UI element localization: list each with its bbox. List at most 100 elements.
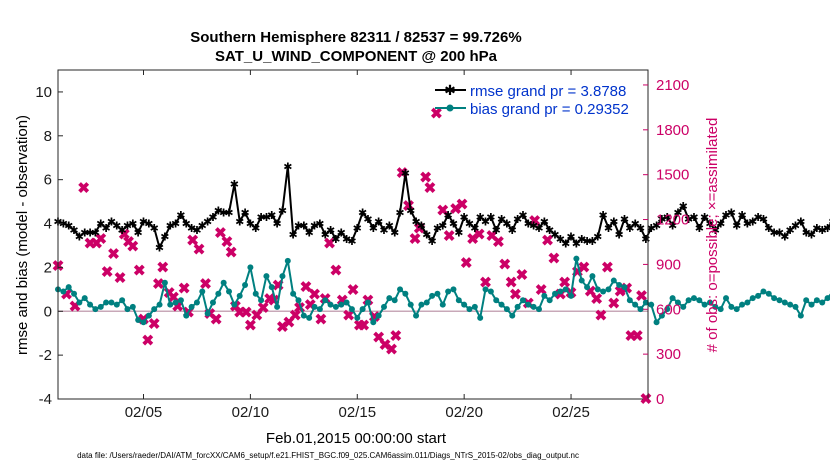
x-axis-label: Feb.01,2015 00:00:00 start — [266, 430, 447, 447]
bias-point — [124, 306, 130, 312]
y-axis-label-left: rmse and bias (model - observation) — [14, 115, 31, 355]
bias-point — [66, 284, 72, 290]
bias-point — [440, 302, 446, 308]
y-tick-label-right: 1800 — [656, 122, 689, 139]
rmse-point: ✱ — [492, 225, 501, 237]
bias-point — [221, 280, 227, 286]
bias-point — [429, 293, 435, 299]
bias-point — [563, 286, 569, 292]
bias-point — [386, 295, 392, 301]
bias-point — [408, 302, 414, 308]
x-tick-label: 02/15 — [339, 404, 377, 421]
bias-point — [595, 286, 601, 292]
bias-point — [328, 302, 334, 308]
bias-point — [108, 299, 114, 305]
y-tick-label-left: -4 — [39, 391, 52, 408]
bias-point — [354, 315, 360, 321]
bias-point — [461, 302, 467, 308]
bias-point — [691, 295, 697, 301]
bias-point — [750, 295, 756, 301]
rmse-point: ✱ — [615, 230, 624, 242]
bias-point — [338, 302, 344, 308]
bias-point — [670, 295, 676, 301]
bias-point — [568, 293, 574, 299]
bias-point — [573, 256, 579, 262]
bias-point — [162, 280, 168, 286]
bias-point — [696, 297, 702, 303]
bias-point — [638, 306, 644, 312]
x-tick-label: 02/05 — [125, 404, 163, 421]
bias-point — [450, 286, 456, 292]
obs-assimilated-point: ✖ — [631, 328, 644, 345]
bias-point — [787, 302, 793, 308]
bias-point — [434, 291, 440, 297]
rmse-point: ✱ — [347, 236, 356, 248]
bias-point — [504, 306, 510, 312]
bias-point — [119, 297, 125, 303]
obs-assimilated-point: ✖ — [389, 328, 402, 345]
rmse-point: ✱ — [732, 221, 741, 233]
obs-assimilated-point: ✖ — [77, 180, 90, 197]
bias-point — [515, 304, 521, 310]
bias-point — [621, 284, 627, 290]
rmse-point: ✱ — [695, 223, 704, 235]
bias-point — [141, 319, 147, 325]
bias-point — [215, 291, 221, 297]
y-tick-label-left: -2 — [39, 347, 52, 364]
rmse-point: ✱ — [427, 236, 436, 248]
bias-point — [531, 304, 537, 310]
bias-point — [776, 297, 782, 303]
bias-point — [130, 304, 136, 310]
y-tick-label-left: 0 — [44, 303, 52, 320]
rmse-point: ✱ — [273, 219, 282, 231]
bias-point — [589, 273, 595, 279]
rmse-point: ✱ — [401, 168, 410, 180]
bias-point — [333, 304, 339, 310]
bias-point — [370, 319, 376, 325]
bias-point — [413, 313, 419, 319]
bias-point — [445, 289, 451, 295]
y-tick-label-right: 900 — [656, 256, 681, 273]
obs-assimilated-point: ✖ — [114, 270, 127, 287]
bias-point — [114, 302, 120, 308]
bias-point — [231, 302, 237, 308]
bias-point — [536, 306, 542, 312]
bias-point — [173, 299, 179, 305]
bias-point — [424, 299, 430, 305]
bias-point — [579, 278, 585, 284]
legend-rmse-label: rmse grand pr = 3.8788 — [470, 83, 626, 100]
bias-point — [488, 289, 494, 295]
rmse-point: ✱ — [353, 223, 362, 235]
y-axis-label-right: # of obs: o=possible; ×=assimilated — [704, 118, 721, 353]
obs-assimilated-point: ✖ — [193, 241, 206, 258]
bias-point — [584, 284, 590, 290]
bias-point — [798, 313, 804, 319]
rmse-point: ✱ — [134, 227, 143, 239]
bias-point — [76, 299, 82, 305]
bias-point — [242, 282, 248, 288]
bias-point — [456, 297, 462, 303]
bias-point — [605, 286, 611, 292]
bias-point — [648, 302, 654, 308]
bias-point — [793, 304, 799, 310]
bias-point — [723, 295, 729, 301]
bias-point — [477, 315, 483, 321]
rmse-point: ✱ — [283, 162, 292, 174]
bias-point — [686, 297, 692, 303]
y-tick-label-right: 600 — [656, 301, 681, 318]
bias-point — [349, 306, 355, 312]
rmse-point: ✱ — [251, 223, 260, 235]
rmse-point: ✱ — [641, 234, 650, 246]
bias-point — [194, 299, 200, 305]
bias-point — [744, 299, 750, 305]
bias-point — [189, 304, 195, 310]
bias-point — [632, 302, 638, 308]
rmse-point: ✱ — [727, 208, 736, 220]
bias-point — [520, 297, 526, 303]
bias-point — [814, 297, 820, 303]
y-tick-label-left: 8 — [44, 128, 52, 145]
bias-point — [322, 297, 328, 303]
bias-point — [151, 306, 157, 312]
bias-point — [306, 315, 312, 321]
bias-point — [819, 299, 825, 305]
